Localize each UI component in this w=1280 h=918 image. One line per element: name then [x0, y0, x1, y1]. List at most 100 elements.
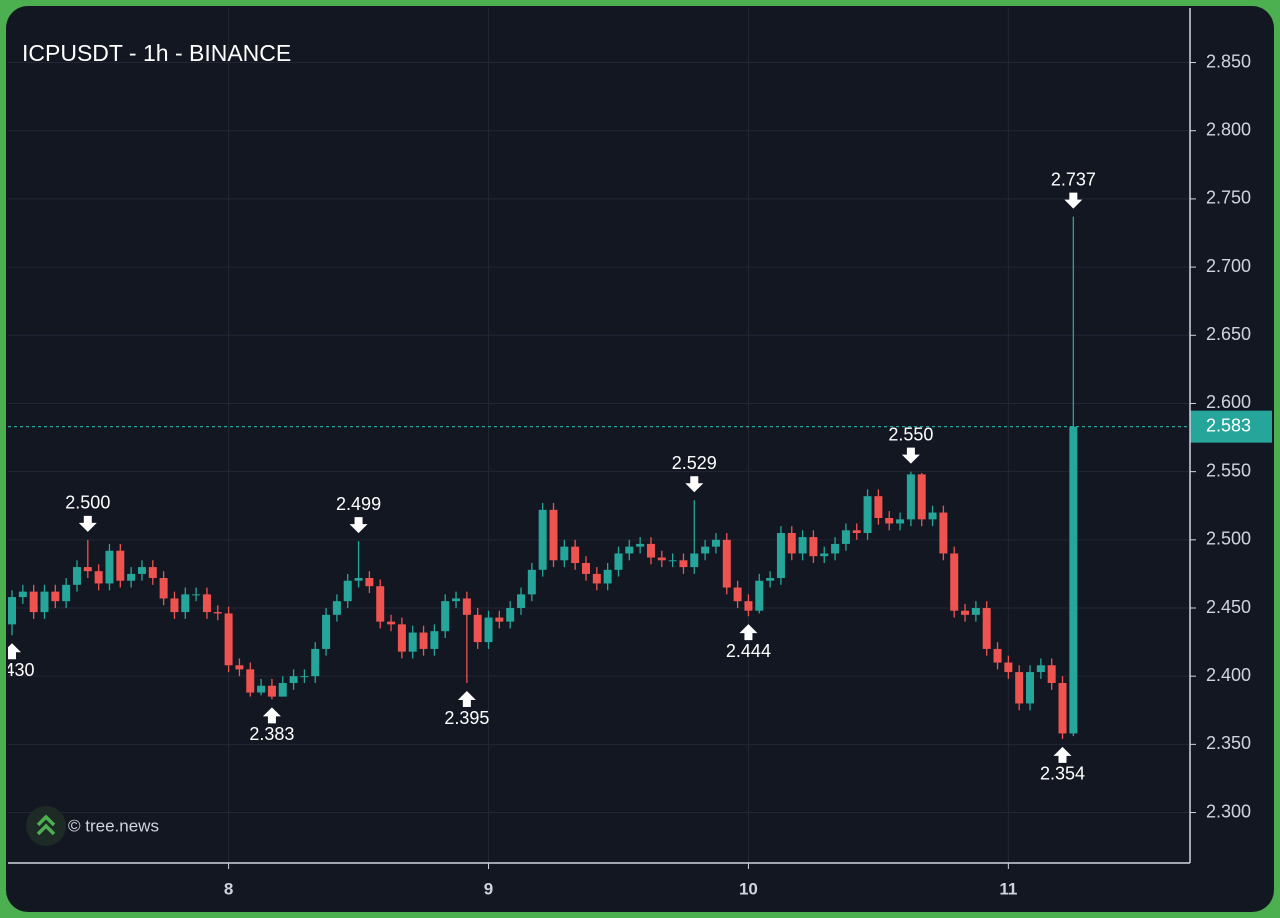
x-tick-label: 11 — [999, 879, 1017, 898]
y-tick-label: 2.700 — [1206, 256, 1251, 276]
candle-body — [885, 518, 894, 524]
x-tick-label: 10 — [739, 879, 758, 898]
candle-body — [224, 613, 233, 666]
watermark: © tree.news — [68, 816, 159, 835]
candle-body — [257, 685, 266, 693]
candle-body — [993, 648, 1002, 663]
candle-body — [841, 530, 850, 544]
candle-body — [452, 598, 461, 602]
candle-body — [506, 608, 515, 622]
y-tick-label: 2.650 — [1206, 324, 1251, 344]
marker-arrow — [1064, 192, 1083, 209]
last-price-badge — [1190, 410, 1272, 443]
candle-body — [127, 573, 136, 581]
candle-body — [527, 569, 536, 595]
candle-body — [549, 509, 558, 561]
plot: 2.430 2.500 2.383 2.499 2.395 2.529 2.444 2.550… — [0, 169, 1190, 784]
marker-arrow — [685, 476, 704, 493]
marker-arrow — [349, 517, 368, 534]
candle-body — [495, 617, 504, 622]
y-tick-label: 2.350 — [1206, 733, 1251, 753]
marker-arrow — [901, 447, 920, 464]
candle-body — [159, 578, 168, 599]
candle-body — [1047, 665, 1056, 683]
candle-body — [711, 539, 720, 547]
candle-body — [1058, 683, 1067, 734]
candle-body — [809, 537, 818, 557]
candle-body — [365, 578, 374, 587]
candle-body — [560, 546, 569, 561]
candle-body — [462, 598, 471, 615]
candle-body — [755, 580, 764, 611]
candle-body — [213, 612, 222, 614]
marker-arrow — [8, 643, 21, 660]
y-tick-label: 2.400 — [1206, 665, 1251, 685]
candle-body — [971, 608, 980, 615]
candle-body — [766, 578, 775, 581]
candle-body — [950, 553, 959, 611]
candle-body — [1036, 665, 1045, 673]
marker-arrow — [457, 691, 476, 707]
y-tick-label: 2.850 — [1206, 51, 1251, 71]
marker-arrow — [739, 624, 758, 641]
y-tick-label: 2.600 — [1206, 392, 1251, 412]
marker-label: 2.354 — [1040, 764, 1085, 784]
candle-body — [517, 594, 526, 608]
candle-body — [83, 567, 92, 572]
candle-body — [18, 591, 27, 598]
candle-body — [192, 594, 201, 596]
x-tick-label: 8 — [224, 879, 233, 898]
candle-body — [202, 594, 211, 613]
panel — [6, 6, 1274, 912]
candle-body — [896, 519, 905, 524]
candle-body — [51, 591, 60, 602]
candle-body — [72, 567, 81, 585]
candle-body — [181, 594, 190, 613]
candle-body — [29, 591, 38, 613]
candle-body — [668, 560, 677, 562]
candle-body — [354, 578, 363, 581]
candle-body — [776, 533, 785, 578]
candle-body — [473, 614, 482, 643]
watermark-icon-chevrons — [36, 814, 56, 836]
candle-body — [1069, 426, 1078, 734]
marker-label: 2.500 — [65, 493, 110, 513]
candle-body — [636, 543, 645, 547]
last-price-label: 2.583 — [1206, 415, 1251, 435]
marker-label: 2.383 — [249, 724, 294, 744]
candle-body — [690, 553, 699, 568]
candle-body — [603, 569, 612, 584]
candle-body — [744, 601, 753, 611]
candle-body — [484, 617, 493, 643]
candle-body — [787, 533, 796, 554]
candle-body — [928, 512, 937, 520]
candle-body — [571, 546, 580, 563]
candle-body — [419, 632, 428, 649]
candle-body — [397, 624, 406, 652]
candle-body — [441, 601, 450, 632]
candle-body — [376, 586, 385, 622]
candle-body — [1015, 672, 1024, 704]
candle-body — [246, 669, 255, 693]
marker-label: 2.430 — [0, 660, 35, 680]
y-tick-label: 2.800 — [1206, 119, 1251, 139]
candle-body — [332, 601, 341, 615]
candle-body — [701, 546, 710, 554]
candle-body — [430, 631, 439, 649]
candle-body — [170, 598, 179, 613]
marker-label: 2.550 — [888, 424, 933, 444]
candle-body — [8, 597, 16, 625]
candle-body — [581, 563, 590, 574]
candle-body — [939, 512, 948, 554]
y-tick-label: 2.300 — [1206, 801, 1251, 821]
y-tick-label: 2.750 — [1206, 188, 1251, 208]
candle-body — [148, 567, 157, 578]
candle-body — [874, 496, 883, 518]
candle-body — [679, 560, 688, 568]
marker-label: 2.499 — [336, 494, 381, 514]
candle-body — [831, 543, 840, 554]
candle-body — [538, 509, 547, 570]
candle-body — [94, 571, 103, 584]
candle-body — [657, 557, 666, 561]
